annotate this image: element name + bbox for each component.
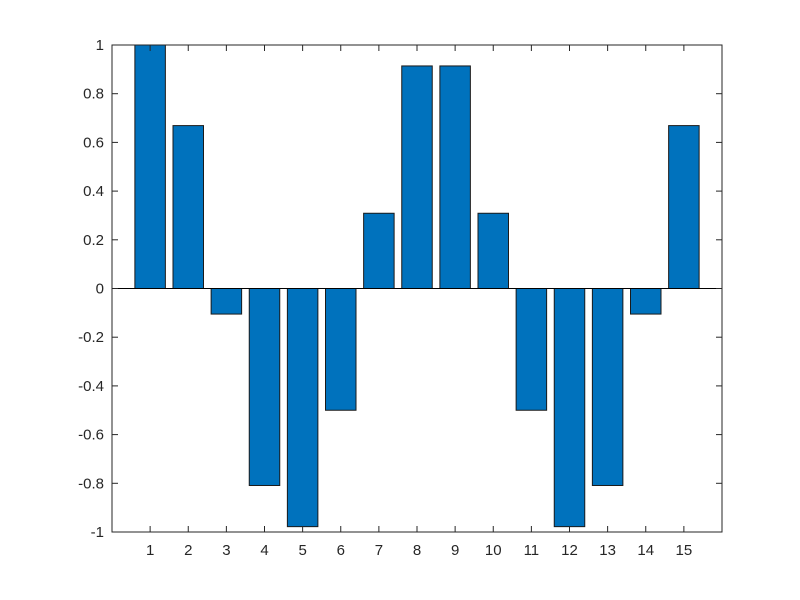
x-tick-label: 4 (260, 542, 268, 559)
y-tick-label: 0.6 (83, 134, 104, 151)
bar-1 (134, 44, 166, 289)
x-tick-label: 13 (599, 542, 616, 559)
x-tick-label: 2 (184, 542, 192, 559)
bar-11 (515, 288, 548, 411)
bar-14 (630, 288, 662, 315)
y-tick-label: -0.6 (78, 427, 104, 444)
x-tick-label: 8 (413, 542, 421, 559)
x-tick-label: 3 (222, 542, 230, 559)
bar-10 (477, 212, 509, 289)
bar-9 (439, 65, 471, 290)
y-tick-label: 0.2 (83, 232, 104, 249)
bar-5 (286, 288, 319, 528)
y-tick-label: 0.8 (83, 86, 104, 103)
bars-layer (134, 44, 700, 528)
x-tick-label: 1 (146, 542, 154, 559)
bar-4 (248, 288, 281, 486)
x-tick-label: 9 (451, 542, 459, 559)
x-tick-label: 7 (375, 542, 383, 559)
y-tick-label: 0.4 (83, 183, 104, 200)
bar-6 (325, 288, 357, 411)
x-tick-label: 11 (524, 542, 540, 559)
bar-2 (172, 125, 204, 290)
y-tick-label: -0.4 (78, 378, 104, 395)
y-tick-label: -1 (91, 524, 104, 541)
bar-7 (363, 212, 395, 289)
x-tick-label: 10 (485, 542, 502, 559)
bar-3 (210, 288, 243, 315)
bar-15 (668, 125, 700, 290)
y-axis-ticks: 1 0.8 0.6 0.4 0.2 0 -0.2 -0.4 -0.6 -0.8 -1 (78, 37, 722, 541)
x-tick-label: 5 (298, 542, 306, 559)
bar-13 (591, 288, 624, 486)
bar-12 (553, 288, 586, 528)
bar-8 (401, 65, 433, 290)
y-tick-label: 1 (96, 37, 104, 54)
y-tick-label: -0.2 (78, 329, 104, 346)
y-tick-label: -0.8 (78, 475, 104, 492)
y-tick-label: 0 (96, 281, 104, 298)
x-tick-label: 15 (676, 542, 693, 559)
x-tick-label: 12 (561, 542, 578, 559)
x-tick-label: 14 (637, 542, 654, 559)
x-tick-label: 6 (337, 542, 345, 559)
x-axis-ticks: 1 2 3 4 5 6 7 8 9 10 11 12 13 14 15 (146, 45, 692, 559)
